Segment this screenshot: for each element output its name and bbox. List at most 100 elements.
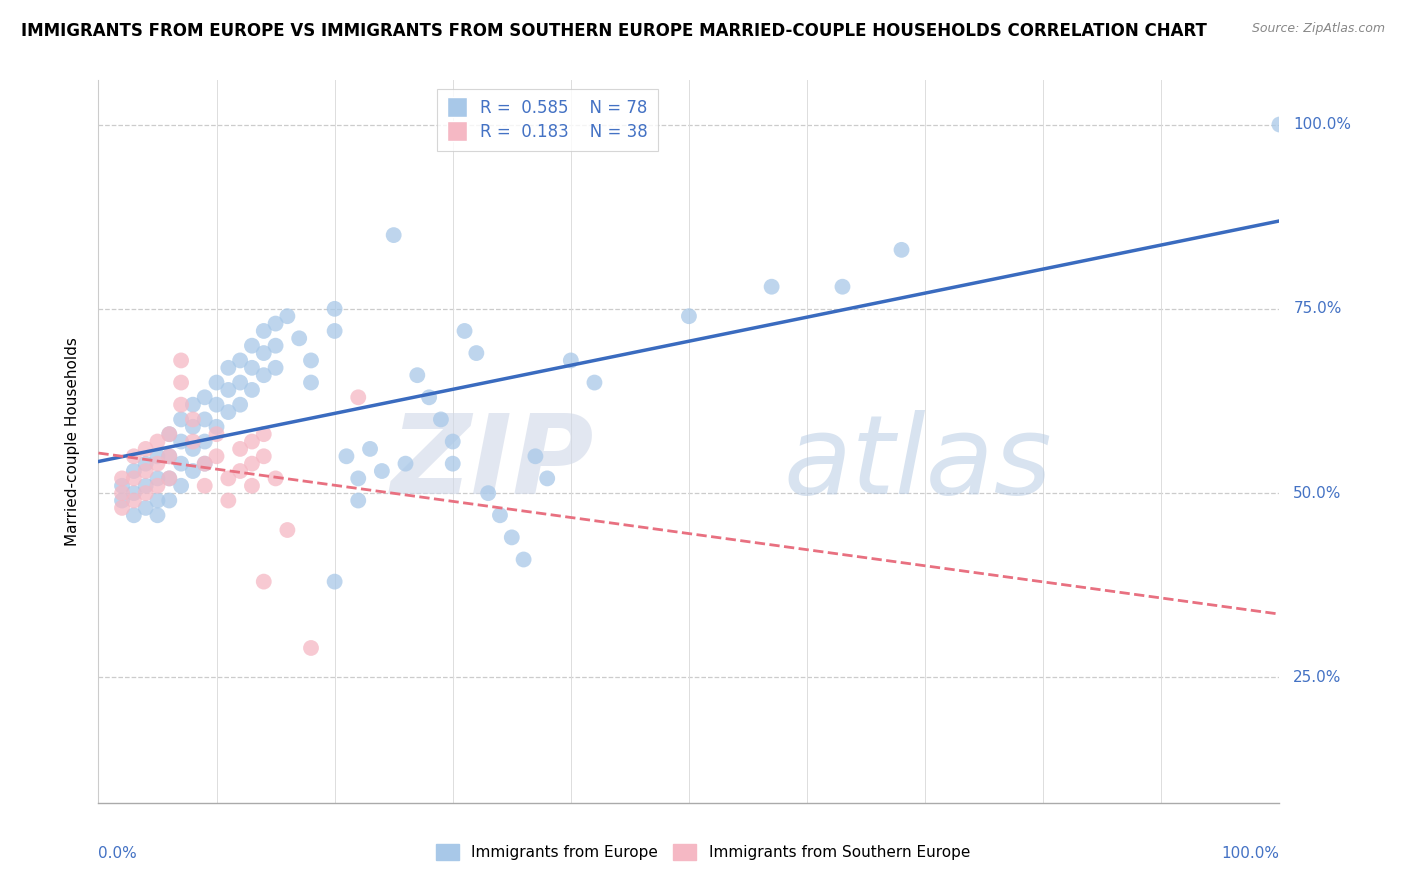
Point [194,434,217,449]
Point [157,450,180,464]
Point [157,493,180,508]
Point [146,479,169,493]
Point [394,457,416,471]
Point [761,279,783,293]
Point [181,398,204,412]
Point [253,324,276,338]
Point [441,434,464,449]
Point [122,508,145,523]
Point [489,508,512,523]
Point [477,486,499,500]
Point [347,471,370,485]
Point [181,442,204,456]
Point [135,500,157,515]
Point [217,471,239,485]
Point [524,450,547,464]
Point [111,493,134,508]
Point [253,368,276,383]
Point [205,427,228,442]
Y-axis label: Married-couple Households: Married-couple Households [65,337,80,546]
Point [240,434,263,449]
Point [335,450,357,464]
Point [229,353,252,368]
Point [418,390,440,404]
Point [323,574,346,589]
Point [253,574,276,589]
Point [229,376,252,390]
Text: 100.0%: 100.0% [1294,117,1351,132]
Point [146,508,169,523]
Point [299,640,322,655]
Point [111,479,134,493]
Point [157,427,180,442]
Legend: R =  0.585    N = 78, R =  0.183    N = 38: R = 0.585 N = 78, R = 0.183 N = 38 [437,88,658,152]
Point [264,471,287,485]
Point [240,339,263,353]
Point [831,279,853,293]
Point [170,434,193,449]
Point [253,427,276,442]
Point [382,228,405,243]
Point [157,427,180,442]
Point [453,324,475,338]
Point [157,471,180,485]
Point [122,450,145,464]
Point [323,324,346,338]
Point [135,486,157,500]
Point [347,493,370,508]
Text: 75.0%: 75.0% [1294,301,1341,317]
Point [217,493,239,508]
Point [299,353,322,368]
Point [890,243,912,257]
Legend: Immigrants from Europe, Immigrants from Southern Europe: Immigrants from Europe, Immigrants from … [430,838,976,866]
Point [536,471,558,485]
Point [135,464,157,478]
Point [299,376,322,390]
Point [146,471,169,485]
Point [229,442,252,456]
Point [170,479,193,493]
Point [205,419,228,434]
Point [157,471,180,485]
Point [406,368,429,383]
Point [430,412,453,426]
Point [146,457,169,471]
Point [240,479,263,493]
Point [217,383,239,397]
Point [441,457,464,471]
Point [217,405,239,419]
Point [501,530,523,544]
Point [583,376,606,390]
Point [205,376,228,390]
Point [170,376,193,390]
Point [111,486,134,500]
Point [194,457,217,471]
Point [264,360,287,375]
Point [135,457,157,471]
Point [170,412,193,426]
Point [146,450,169,464]
Point [240,360,263,375]
Point [359,442,381,456]
Point [194,390,217,404]
Point [240,383,263,397]
Point [253,346,276,360]
Point [253,450,276,464]
Point [194,479,217,493]
Point [217,360,239,375]
Point [264,317,287,331]
Text: 0.0%: 0.0% [98,847,138,861]
Point [229,398,252,412]
Point [560,353,582,368]
Text: 100.0%: 100.0% [1222,847,1279,861]
Point [276,309,298,323]
Point [122,486,145,500]
Point [205,398,228,412]
Point [122,493,145,508]
Point [135,442,157,456]
Point [146,493,169,508]
Text: IMMIGRANTS FROM EUROPE VS IMMIGRANTS FROM SOUTHERN EUROPE MARRIED-COUPLE HOUSEHO: IMMIGRANTS FROM EUROPE VS IMMIGRANTS FRO… [21,22,1206,40]
Text: atlas: atlas [783,409,1052,516]
Point [240,457,263,471]
Point [512,552,534,566]
